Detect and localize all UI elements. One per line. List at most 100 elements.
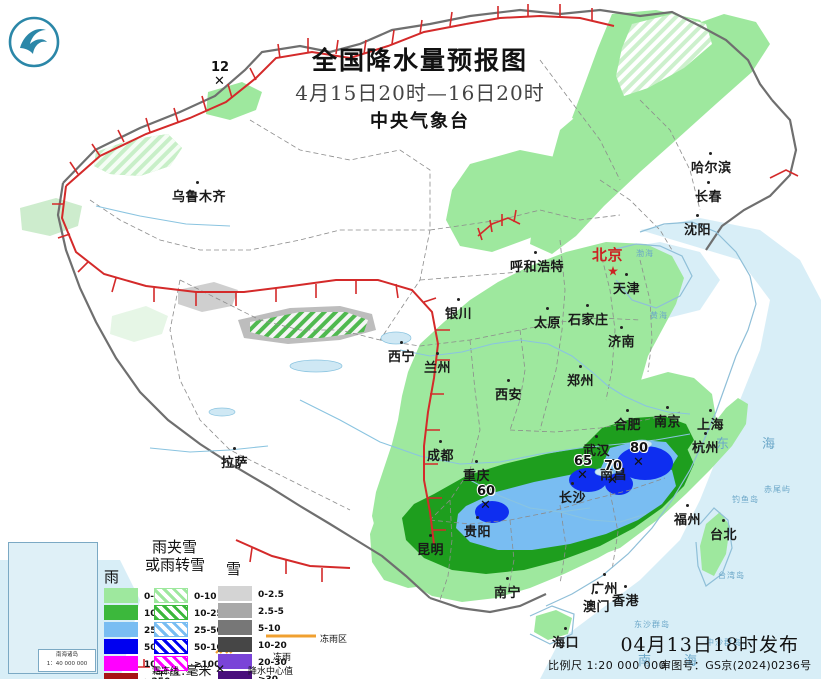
city-label: 杭州: [692, 432, 719, 456]
city-label: 海口: [552, 627, 579, 651]
snow-label: 0-2.5: [258, 590, 284, 600]
precip-center-x-marker: ✕: [633, 454, 644, 469]
city-label: 兰州: [424, 352, 451, 376]
south-china-sea-inset: 南海诸岛 1：40 000 000: [8, 542, 98, 674]
rain-swatch: [104, 588, 138, 603]
city-marker-dot: [624, 585, 627, 588]
city-marker-dot: [696, 214, 699, 217]
legend-sleet-title-line2: 或雨转雪: [145, 556, 206, 574]
city-marker-dot: [475, 460, 478, 463]
city-label: 呼和浩特: [510, 251, 564, 275]
city-marker-dot: [579, 365, 582, 368]
city-marker-dot: [439, 440, 442, 443]
sea-label: 黄海: [650, 311, 668, 320]
city-marker-dot: [612, 459, 615, 462]
city-label: 沈阳: [684, 214, 711, 238]
city-marker-dot: [707, 181, 710, 184]
cma-dragon-logo: [6, 14, 62, 70]
precip-center-value: 60: [476, 484, 496, 499]
city-label: 重庆: [463, 460, 490, 484]
city-label: 武汉: [583, 435, 610, 459]
city-marker-dot: [722, 519, 725, 522]
precip-center-value: 80: [629, 441, 649, 456]
issuing-organization: 中央气象台: [370, 111, 470, 132]
city-marker-dot: [506, 577, 509, 580]
sea-label: 钓鱼岛: [732, 495, 759, 504]
city-label: 福州: [674, 504, 701, 528]
precip-areas: [20, 10, 770, 640]
city-marker-dot: [620, 326, 623, 329]
legend-precip-center-label: 降水中心值: [248, 667, 294, 677]
city-label: 石家庄: [568, 304, 609, 328]
map-approval-number: 审图号：GS京(2024)0236号: [660, 659, 812, 672]
city-label: 济南: [608, 326, 635, 350]
city-label: 拉萨: [221, 447, 248, 471]
city-label: 合肥: [614, 409, 641, 433]
sea-label: 东 海: [716, 437, 786, 452]
precip-center-marker: 60 ✕: [471, 484, 501, 514]
precip-center-marker: 70 ✕: [598, 459, 628, 489]
rain-swatch: [104, 656, 138, 671]
city-marker-dot: [595, 591, 598, 594]
city-marker-dot: [534, 251, 537, 254]
lakes: [208, 331, 653, 477]
capital-star-icon: [608, 262, 618, 276]
precip-center-x-marker: ✕: [480, 497, 491, 512]
frost-line-ticks: [52, 4, 593, 582]
title-block: 全国降水量预报图 4月15日20时—16日20时 中央气象台: [250, 44, 590, 136]
city-marker-dot: [709, 152, 712, 155]
city-marker-dot: [626, 409, 629, 412]
legend-rain-title: 雨: [104, 568, 120, 586]
city-marker-dot: [507, 379, 510, 382]
province-boundaries: [89, 59, 701, 601]
sleet-swatch: [154, 588, 188, 603]
sleet-swatch: [154, 639, 188, 654]
legend-snow-title: 雪: [226, 560, 242, 578]
sleet-swatch: [154, 622, 188, 637]
city-marker-dot: [546, 307, 549, 310]
snow-label: 10-20: [258, 641, 287, 651]
sea-label: 台湾岛: [718, 571, 745, 580]
frost-line: [60, 14, 615, 569]
city-marker-dot: [666, 406, 669, 409]
snow-label: 2.5-5: [258, 607, 284, 617]
sleet-label: 25-50: [194, 626, 223, 636]
map-scale: 比例尺 1:20 000 000: [548, 659, 667, 672]
snow-label: ≥30: [258, 675, 278, 679]
sleet-swatch: [154, 656, 188, 671]
border-detail: [477, 169, 799, 241]
legend-freezing-rain-label: 冻雨: [273, 653, 292, 663]
city-label: 澳门: [583, 591, 610, 615]
city-label: 银川: [445, 298, 472, 322]
snow-swatch: [218, 586, 252, 601]
city-marker-dot: [704, 432, 707, 435]
legend-sleet-title-line1: 雨夹雪: [152, 538, 198, 556]
snow-label: 5-10: [258, 624, 281, 634]
city-marker-dot: [564, 627, 567, 630]
precip-center-value: 12: [210, 60, 230, 75]
sea-label: 渤海: [636, 249, 654, 258]
rain-swatch: [104, 673, 138, 679]
legend-freezing-rain-area-label: 冻雨区: [320, 635, 348, 645]
precip-center-marker: 80 ✕: [624, 441, 654, 471]
publish-time: 04月13日18时发布: [620, 634, 799, 656]
city-marker-dot: [196, 181, 199, 184]
precip-center-value: 65: [573, 454, 593, 469]
sleet-label: ≥100: [194, 660, 221, 670]
rain-swatch: [104, 605, 138, 620]
legend-frost-line-label: 霜冻线: [152, 667, 180, 677]
inset-title: 南海诸岛: [55, 652, 78, 658]
snow-swatch: [218, 620, 252, 635]
forecast-period: 4月15日20时—16日20时: [295, 81, 545, 105]
city-label: 上海: [697, 409, 724, 433]
page-title: 全国降水量预报图: [311, 46, 528, 75]
sea-label: 赤尾屿: [764, 485, 791, 494]
rain-swatch: [104, 622, 138, 637]
precip-center-marker: 12 ✕: [205, 60, 235, 90]
city-marker-dot: [709, 409, 712, 412]
legend: 雨 雨夹雪 或雨转雪 雪 单位:毫米 0-1010-2525-5050-1001…: [0, 534, 400, 679]
city-label: 南京: [654, 406, 681, 430]
snow-label: 20-30: [258, 658, 287, 668]
city-label: 哈尔滨: [691, 152, 732, 176]
city-marker-dot: [686, 504, 689, 507]
